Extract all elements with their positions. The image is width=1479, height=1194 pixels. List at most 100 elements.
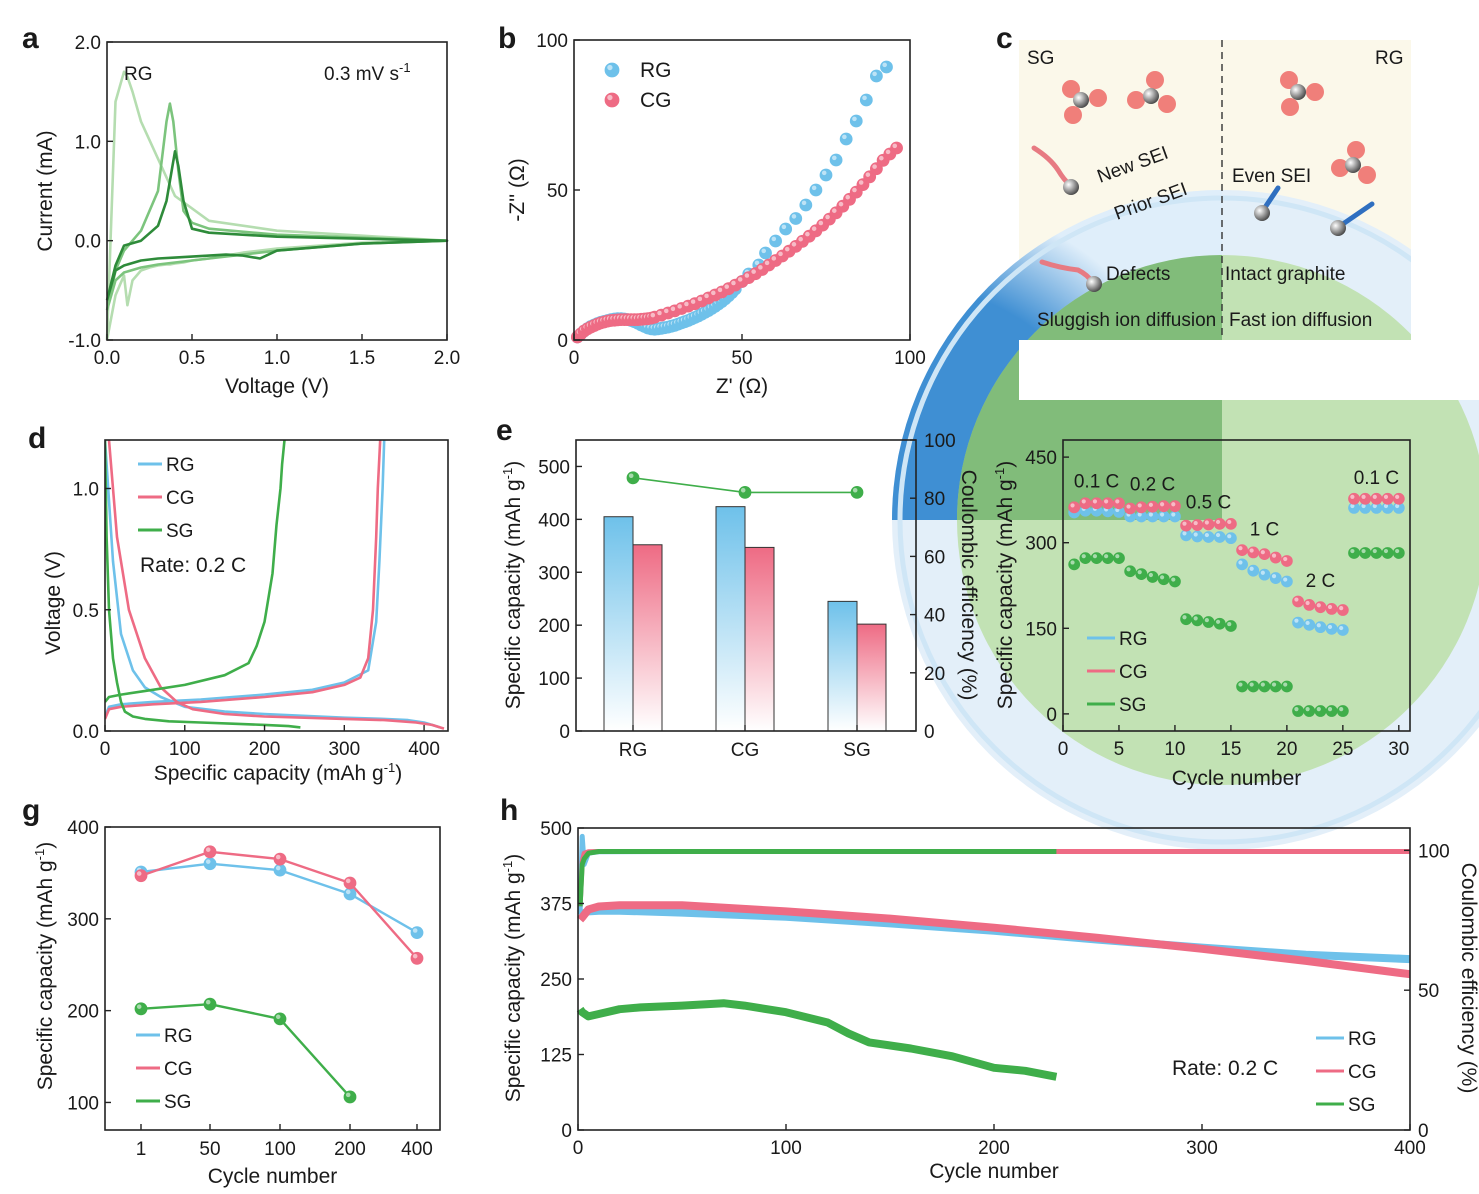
gcd-curve-RG-discharge [105, 440, 441, 729]
eis-point-RG-body [789, 212, 803, 225]
panel-e-category-label: CG [731, 740, 760, 761]
rate-point-CG-body [1180, 519, 1193, 532]
rate-point-SG-body [1202, 616, 1215, 628]
rate-point-SG-body [1247, 680, 1260, 693]
rate-point-SG-body [1359, 547, 1372, 559]
rate-point-SG-body [1169, 575, 1181, 588]
rate-point-RG-shine [1327, 624, 1333, 630]
eis-point-CG-shine [751, 269, 756, 274]
label-intact-graphite: Intact graphite [1225, 264, 1345, 285]
panel-f-ytick-label: 0 [1046, 705, 1057, 726]
rate-point-SG-shine [1249, 682, 1254, 687]
panel-e-y2tick-label: 60 [924, 547, 945, 568]
panel-f-SG-legend-label: SG [1119, 695, 1146, 716]
panel-e-y2tick-label: 100 [924, 431, 956, 452]
rate-point-SG-shine [1182, 615, 1187, 620]
eis-point-RG-body [839, 132, 853, 146]
rate-point-SG [1303, 705, 1316, 717]
rate-point-RG-shine [1238, 560, 1243, 565]
panel-e-ytick-label: 0 [559, 722, 570, 743]
rate-point-CG [1392, 492, 1405, 505]
cycling-line-SG [140, 1003, 351, 1098]
eis-point-RG-shine [801, 200, 807, 206]
cycling-point-SG [134, 1002, 148, 1016]
legend-marker-CG [604, 92, 620, 108]
cycling-point-SG [273, 1012, 287, 1026]
label-sluggish-diffusion: Sluggish ion diffusion [1037, 310, 1216, 331]
rate-point-RG [1370, 501, 1383, 514]
rate-point-CG-body [1113, 497, 1125, 510]
rate-point-SG-shine [1137, 570, 1142, 575]
eis-point-RG-body [880, 60, 893, 74]
rate-point-CG [1247, 546, 1260, 559]
panel-g-ylabel: Specific capacity (mAh g-1) [32, 842, 57, 1091]
rate-label: 0.1 C [1074, 472, 1119, 493]
panel-d-xtick-label: 300 [328, 739, 360, 760]
rate-point-CG-body [1169, 500, 1181, 513]
rate-label: 0.2 C [1130, 474, 1175, 495]
panel-d-ytick-label: 0.5 [73, 601, 99, 622]
rate-point-CG-shine [1350, 494, 1355, 499]
rate-point-SG-body [1124, 565, 1137, 578]
rate-point-CG-shine [1137, 503, 1142, 508]
capacity-curve-CG [577, 901, 1411, 979]
panel-h-ylabel: Specific capacity (mAh g-1) [500, 854, 525, 1103]
cycling-point-CG-shine [275, 854, 281, 860]
rate-point-SG-body [1236, 680, 1248, 693]
cycling-point-CG [203, 845, 217, 859]
panel-g-category-label: 400 [401, 1139, 433, 1160]
rate-point-CG-shine [1361, 494, 1366, 499]
bar-charge-SG [827, 600, 858, 732]
cycling-point-CG [134, 869, 148, 883]
eis-point-CG-shine [791, 242, 797, 247]
rate-point-CG-body [1101, 497, 1114, 510]
eis-point-RG-shine [811, 185, 817, 191]
rate-point-SG [1068, 558, 1081, 571]
eis-point-RG [839, 132, 853, 146]
rate-point-SG-body [1348, 547, 1360, 559]
rate-point-RG-shine [1305, 620, 1310, 626]
rate-point-CG [1191, 519, 1204, 531]
rate-point-SG [1348, 547, 1360, 559]
rate-point-RG-shine [1350, 503, 1355, 509]
panel-b-xlabel: Z' (Ω) [716, 375, 768, 398]
panel-h-xtick-label: 400 [1394, 1138, 1426, 1159]
panel-h-ytick-label: 250 [540, 970, 572, 991]
eis-point-RG-shine [862, 95, 867, 101]
rate-point-CG [1180, 519, 1193, 532]
panel-e-category-label: SG [843, 740, 870, 761]
eis-point-RG [779, 222, 793, 236]
eis-point-RG-body [870, 69, 883, 83]
rate-point-SG-body [1370, 547, 1383, 559]
panel-label-g: g [22, 794, 40, 827]
cycling-point-CG-shine [205, 847, 211, 852]
rate-point-SG-body [1303, 705, 1316, 717]
panel-h-xtick-label: 300 [1186, 1138, 1218, 1159]
cv-curve-cycle-1 [105, 70, 449, 341]
panel-b-ylabel: -Z'' (Ω) [506, 158, 529, 221]
rate-point-CG [1169, 500, 1181, 513]
rate-point-CG [1381, 492, 1394, 505]
rate-point-SG-shine [1126, 567, 1131, 572]
eis-point-RG-shine [832, 155, 837, 161]
rate-point-SG-body [1314, 705, 1327, 717]
rate-point-CG-body [1292, 595, 1304, 608]
label-rg-side: RG [1375, 48, 1404, 69]
eis-point-RG-body [859, 93, 873, 107]
eis-point-CG [890, 141, 903, 155]
gcd-curve-SG-charge [105, 440, 286, 703]
label-even-sei: Even SEI [1232, 166, 1311, 187]
panel-a-ylabel: Current (mA) [34, 130, 57, 251]
rate-point-CG-body [1359, 492, 1372, 505]
rate-point-RG [1269, 572, 1282, 584]
rate-point-SG-body [1280, 680, 1293, 693]
molecule-icon [1280, 71, 1324, 116]
rate-point-CG-shine [1171, 502, 1176, 507]
rate-point-SG [1101, 552, 1114, 565]
rate-point-CG-body [1247, 546, 1260, 559]
panel-e-ytick-label: 300 [538, 563, 570, 584]
eis-point-RG-shine [852, 116, 857, 122]
rate-point-SG-shine [1160, 575, 1165, 580]
panel-d-xlabel: Specific capacity (mAh g-1) [154, 760, 403, 785]
panel-g-category-label: 50 [199, 1139, 220, 1160]
